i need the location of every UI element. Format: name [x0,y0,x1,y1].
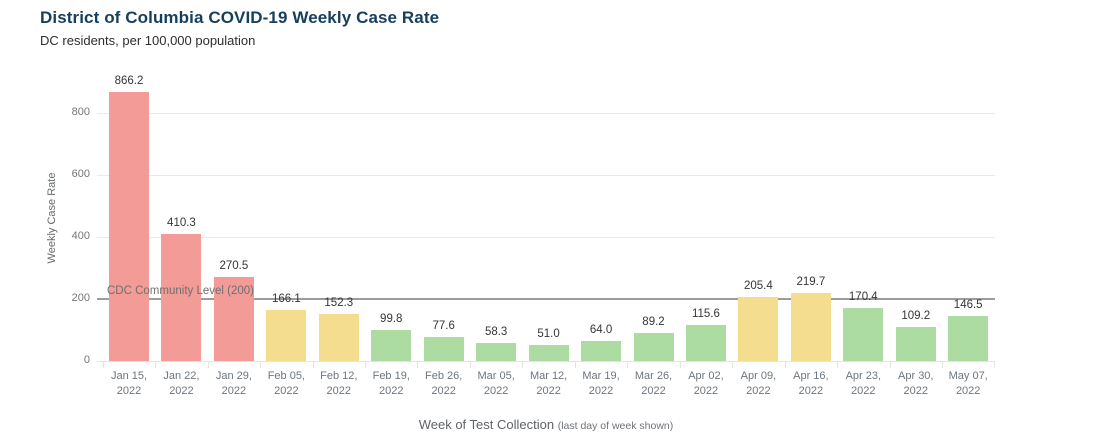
x-tick-label: Mar 19, 2022 [582,370,620,397]
bar-value-label: 51.0 [537,328,560,341]
chart-title: District of Columbia COVID-19 Weekly Cas… [40,8,440,27]
bar[interactable] [790,292,831,361]
bar[interactable] [895,327,936,361]
y-axis-title: Weekly Case Rate [46,172,58,264]
x-tick-label: Apr 02, 2022 [688,370,724,397]
category-tick [155,362,157,368]
y-tick-label: 0 [83,354,90,366]
x-tick-label: Jan 29, 2022 [215,370,252,397]
bar-value-label: 152.3 [324,296,354,309]
category-tick [260,362,262,368]
category-tick [784,362,786,368]
y-tick-label: 600 [71,168,90,180]
x-tick-label: Mar 12, 2022 [529,370,568,397]
bar-value-label: 89.2 [642,316,665,329]
category-tick [679,362,681,368]
category-tick [574,362,576,368]
bar-value-label: 270.5 [219,260,249,273]
bar[interactable] [266,309,307,361]
category-tick [837,362,839,368]
bar-value-label: 146.5 [953,298,983,311]
y-tick-label: 800 [71,106,90,118]
bar[interactable] [685,325,726,361]
x-tick-label: Mar 05, 2022 [477,370,515,397]
category-tick [417,362,419,368]
bar-value-label: 58.3 [484,325,508,338]
bar[interactable] [318,313,359,361]
bar-value-label: 64.0 [589,324,613,337]
category-tick [941,362,943,368]
bar[interactable] [371,330,412,361]
bar[interactable] [423,336,464,361]
bar[interactable] [633,333,674,361]
bar-value-label: 99.8 [380,313,403,326]
x-tick-label: Apr 16, 2022 [793,370,829,397]
bar-value-label: 170.4 [848,291,878,304]
bar-value-label: 109.2 [901,310,931,323]
x-axis-title-note: (last day of week shown) [557,420,674,432]
reference-line-label: CDC Community Level (200) [107,285,254,297]
y-tick-label: 400 [71,230,90,242]
x-tick-label: Feb 19, 2022 [372,370,410,397]
x-axis-baseline [97,360,995,362]
bar[interactable] [843,308,884,361]
category-tick [627,362,629,368]
bar[interactable] [161,233,202,361]
x-tick-label: Jan 22, 2022 [163,370,200,397]
category-tick [522,362,524,368]
category-tick [732,362,734,368]
gridline [97,112,995,114]
x-tick-label: Jan 15, 2022 [110,370,148,397]
bar[interactable] [528,345,569,361]
bar-value-label: 866.2 [114,75,144,88]
x-tick-label: Mar 26, 2022 [634,370,673,397]
category-tick [365,362,367,368]
bar[interactable] [581,341,622,361]
bar-value-label: 166.1 [271,292,301,305]
bar-value-label: 219.7 [796,275,826,288]
x-tick-label: Feb 05, 2022 [267,370,305,397]
bar-value-label: 205.4 [744,280,773,293]
x-tick-label: Apr 23, 2022 [845,370,882,397]
category-tick [102,362,104,368]
x-tick-label: May 07, 2022 [948,370,988,397]
y-tick-label: 200 [71,292,90,304]
reference-line [97,298,995,300]
chart-subtitle: DC residents, per 100,000 population [40,33,256,48]
x-tick-label: Feb 12, 2022 [320,370,358,397]
category-tick [889,362,891,368]
bar[interactable] [948,315,989,361]
x-axis-title-text: Week of Test Collection [418,417,558,432]
category-tick [994,362,996,368]
bar[interactable] [476,342,517,361]
x-axis-title: Week of Test Collection (last day of wee… [97,416,995,434]
category-tick [312,362,314,368]
gridline [97,236,995,238]
gridline [97,174,995,176]
bar-value-label: 77.6 [432,319,455,332]
x-tick-label: Apr 09, 2022 [740,370,777,397]
bar-value-label: 410.3 [167,216,196,229]
x-tick-label: Apr 30, 2022 [898,370,934,397]
category-tick [469,362,471,368]
bar[interactable] [738,297,779,361]
bar-value-label: 115.6 [691,308,720,321]
bar[interactable] [109,92,149,361]
bar[interactable] [213,277,254,361]
x-tick-label: Feb 26, 2022 [425,370,463,397]
category-tick [207,362,209,368]
